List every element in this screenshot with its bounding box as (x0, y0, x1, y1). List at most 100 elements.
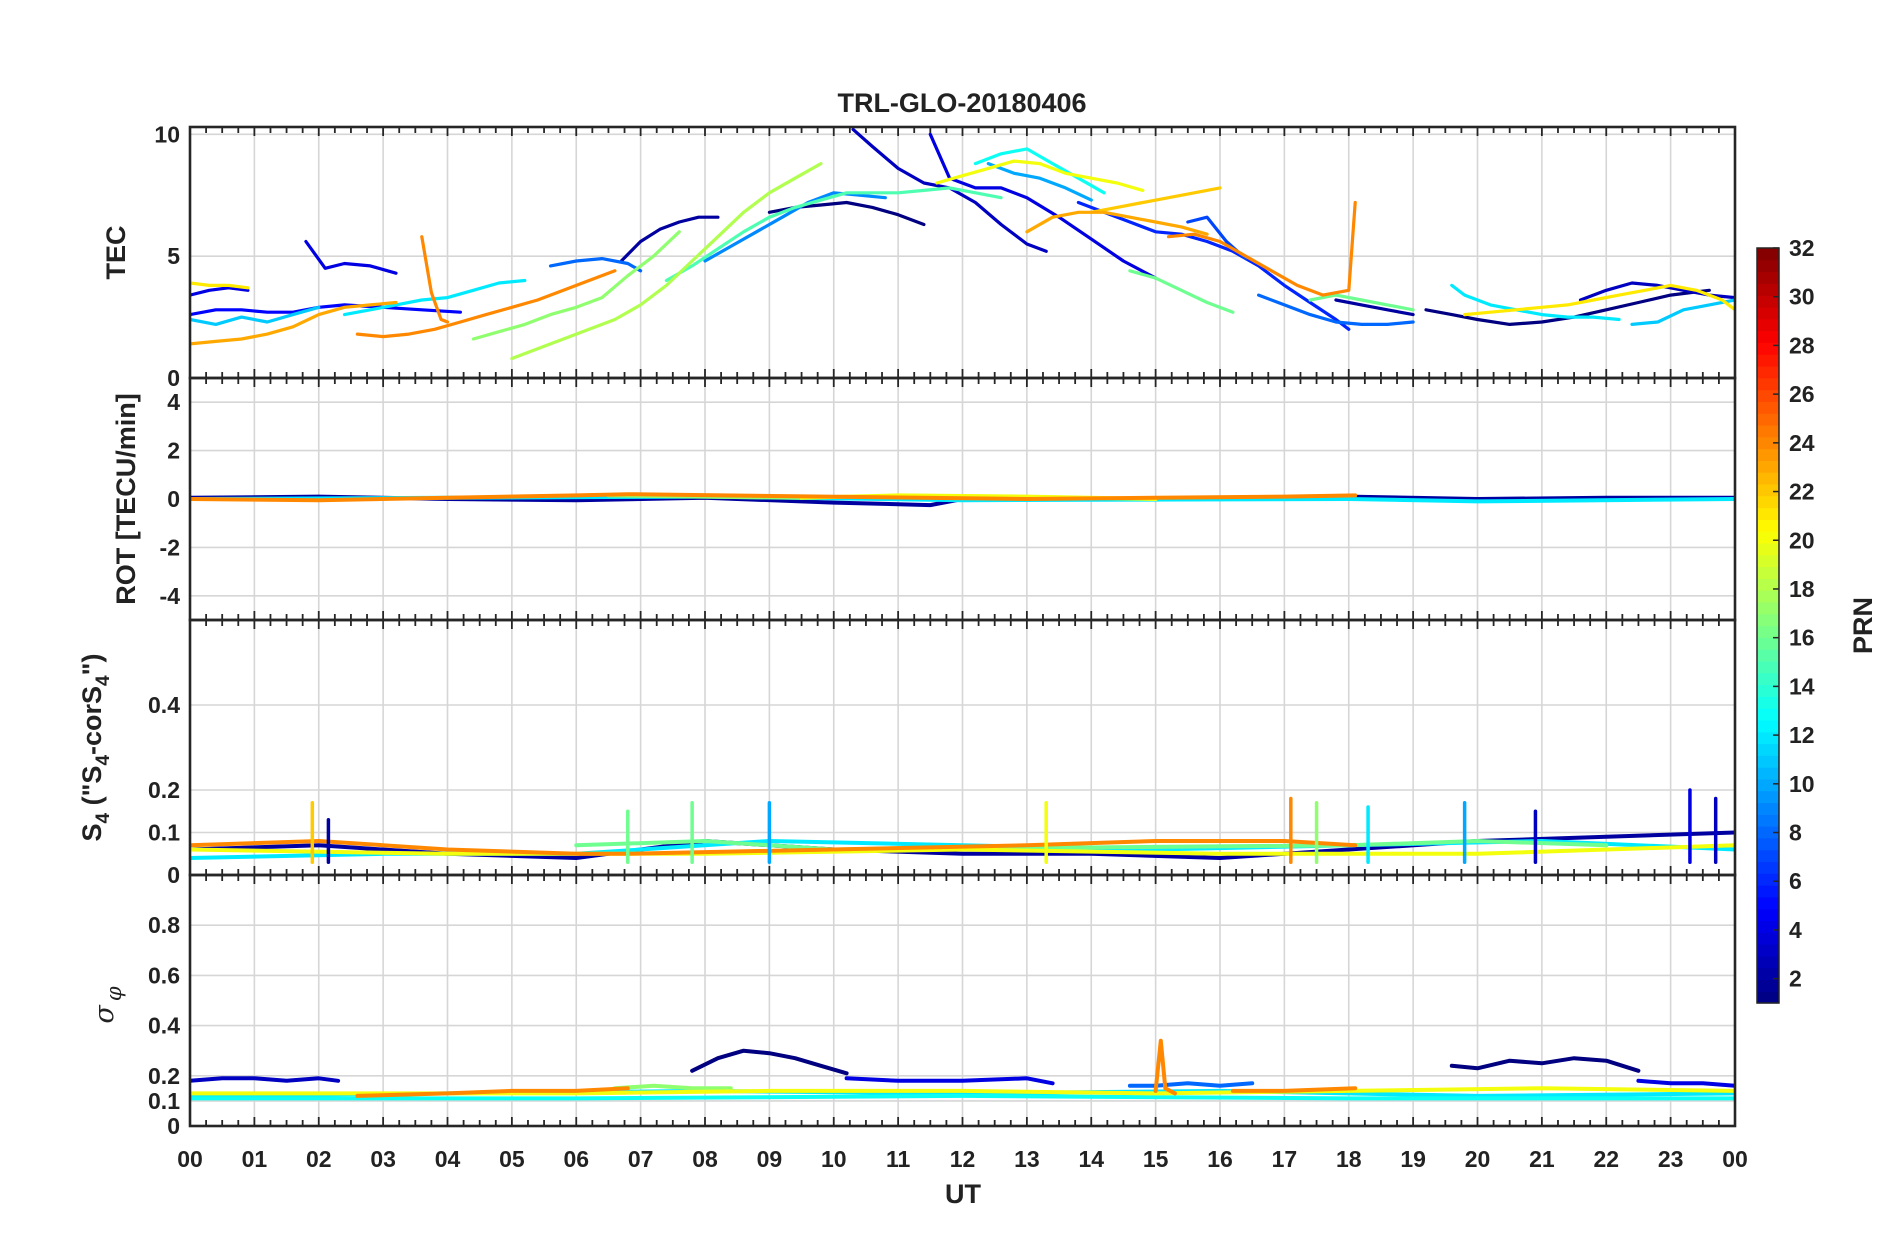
series-prn-8 (1127, 1081, 1255, 1088)
colorbar-segment (1757, 967, 1779, 981)
colorbar-segment (1757, 460, 1779, 473)
panel-4: 00.10.2 0.4 0.6 0.8 (148, 873, 1737, 1139)
y-tick-label: 0.8 (148, 912, 180, 938)
colorbar-tick-label: 14 (1789, 673, 1815, 699)
series-prn-8 (1256, 293, 1415, 326)
x-tick-label: 04 (435, 1146, 461, 1172)
y-axis-label-panel-2: ROT [TECU/min] (111, 393, 141, 604)
series-prn-13 (190, 1093, 1735, 1101)
colorbar-tick-label: 6 (1789, 868, 1802, 894)
y-tick-label: 2 (167, 438, 180, 464)
x-tick-label: 18 (1336, 1146, 1362, 1172)
series-prn-24 (355, 269, 617, 339)
chart-title: TRL-GLO-20180406 (837, 88, 1086, 118)
series-prn-13 (973, 147, 1106, 195)
series-prn-21 (190, 281, 250, 290)
colorbar-tick-label: 22 (1789, 479, 1815, 505)
series-prn-24 (1153, 1038, 1177, 1096)
panel-4-plot-area (190, 1038, 1735, 1101)
x-tick-label: 10 (821, 1146, 847, 1172)
panel-1: 0 5 10 (154, 121, 1737, 391)
colorbar-segment (1757, 955, 1779, 969)
colorbar-segment (1757, 424, 1779, 438)
series-prn-17 (612, 1083, 733, 1091)
series-prn-24 (1166, 200, 1357, 297)
sigma: σ (89, 1004, 120, 1024)
colorbar-segment (1757, 767, 1779, 780)
y-tick-label: 0.1 (148, 1088, 180, 1114)
series-prn-20 (935, 159, 1145, 192)
colorbar-segment (1757, 507, 1779, 520)
x-tick-label: 05 (499, 1146, 525, 1172)
colorbar-tick-label: 18 (1789, 576, 1815, 602)
colorbar-tick-label: 32 (1789, 235, 1815, 261)
panel-3-grid (190, 620, 1735, 875)
x-tick-label: 08 (692, 1146, 718, 1172)
panels-layer: 0510-4-202400.10.20.400.10.20.40.60.8TEC… (77, 121, 1737, 1139)
colorbar-segment (1757, 885, 1779, 898)
series-prn-24 (190, 492, 1358, 503)
y-tick-label: 5 (167, 243, 180, 269)
x-tick-label: 22 (1593, 1146, 1619, 1172)
x-tick-label: 00 (177, 1146, 203, 1172)
colorbar-segment (1757, 991, 1779, 1004)
series-prn-4 (304, 239, 398, 275)
x-tick-label: 03 (370, 1146, 396, 1172)
series-prn-16 (1128, 269, 1235, 314)
colorbar-segment (1757, 861, 1779, 874)
colorbar-segment (1757, 330, 1779, 343)
y-tick-label: 0.1 (148, 820, 180, 846)
phi-subscript: φ (102, 986, 126, 1001)
y-tick-label: 0 (167, 862, 180, 888)
colorbar-tick-label: 10 (1789, 771, 1815, 797)
y-axis-label-panel-4: σφ (89, 986, 126, 1023)
x-tick-label: 21 (1529, 1146, 1555, 1172)
colorbar-segment (1757, 708, 1779, 721)
subscript: 4 (93, 755, 114, 766)
colorbar-frame (1756, 247, 1780, 1004)
colorbar-segment (1757, 519, 1779, 532)
y-tick-label: 0.4 (148, 1013, 180, 1039)
colorbar-segment (1757, 495, 1779, 509)
colorbar-segment (1757, 554, 1779, 568)
colorbar-segment (1757, 271, 1779, 284)
colorbar-segment (1757, 814, 1779, 827)
x-tick-label: 17 (1272, 1146, 1298, 1172)
colorbar-segment (1757, 295, 1779, 308)
x-tick-label: 01 (242, 1146, 268, 1172)
colorbar-segment (1757, 613, 1779, 627)
x-axis: 00 01 02 03 04 05 06 07 08 09 10 11 12 13 14 15 16 17 18 19… (177, 1146, 1748, 1172)
panel-4-grid (190, 875, 1735, 1126)
colorbar-segment (1757, 601, 1779, 615)
colorbar-segment (1757, 837, 1779, 851)
x-tick-label: 00 (1722, 1146, 1748, 1172)
series-prn-4 (1636, 1078, 1735, 1088)
colorbar-tick-label: 4 (1789, 917, 1802, 943)
colorbar-segment (1757, 342, 1779, 355)
y-tick-label: 0 (167, 486, 180, 512)
series-prn-23 (190, 300, 398, 346)
colorbar-segment (1757, 719, 1779, 733)
x-tick-label: 15 (1143, 1146, 1169, 1172)
series-prn-11 (190, 305, 321, 326)
colorbar-segment (1757, 696, 1779, 709)
colorbar-segment (1757, 318, 1779, 332)
series-prn-11 (1630, 298, 1735, 326)
x-tick-label: 19 (1400, 1146, 1426, 1172)
colorbar-segment (1757, 542, 1779, 556)
colorbar-segment (1757, 979, 1779, 992)
series-prn-18 (510, 162, 823, 361)
y-tick-label: 0.2 (148, 777, 180, 803)
x-tick-label: 20 (1465, 1146, 1491, 1172)
y-tick-label: 0.6 (148, 962, 180, 988)
series-prn-16 (1308, 293, 1415, 312)
series-prn-3 (190, 1076, 341, 1083)
series-prn-4 (928, 132, 1158, 280)
colorbar-segment (1757, 944, 1779, 957)
panel-2-grid (190, 378, 1735, 620)
colorbar-segment (1757, 649, 1779, 662)
series-prn-15 (664, 186, 1003, 283)
colorbar-segment (1757, 413, 1779, 426)
